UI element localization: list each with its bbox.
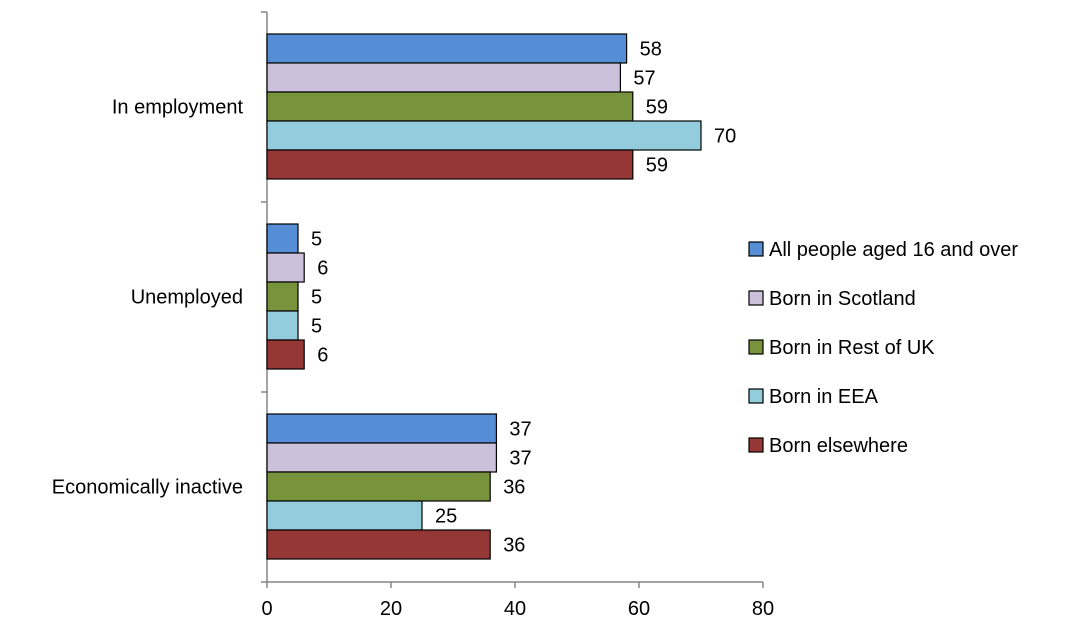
bar	[266, 33, 628, 64]
legend: All people aged 16 and over Born in Scotl…	[748, 239, 1018, 457]
data-label: 57	[633, 68, 655, 90]
data-label: 36	[503, 477, 525, 499]
bar	[266, 281, 299, 312]
data-label: 5	[311, 287, 322, 309]
data-label: 70	[714, 126, 736, 148]
legend-label: Born elsewhere	[769, 435, 908, 457]
x-tick-label: 0	[261, 598, 272, 620]
data-label: 59	[646, 97, 668, 119]
legend-item: Born in Scotland	[748, 288, 916, 310]
legend-swatch	[748, 388, 764, 404]
bar	[266, 413, 497, 444]
legend-label: Born in Rest of UK	[769, 337, 935, 359]
bar	[266, 529, 491, 560]
category-label: Unemployed	[131, 287, 243, 309]
legend-label: All people aged 16 and over	[769, 239, 1018, 261]
data-labels: 58 57 59 70 59 5 6 5 5 6 37 37 36 25 36	[311, 39, 736, 557]
category-label: In employment	[112, 97, 244, 119]
data-label: 37	[509, 448, 531, 470]
bar	[266, 62, 621, 93]
bar	[266, 91, 634, 122]
data-label: 37	[509, 419, 531, 441]
axes: 0 20 40 60 80 In employment Unemployed Economic…	[52, 11, 774, 620]
bar	[266, 223, 299, 254]
x-tick-label: 40	[504, 598, 526, 620]
bars	[266, 33, 702, 560]
bar	[266, 339, 305, 370]
data-label: 6	[317, 258, 328, 280]
x-tick-label: 80	[752, 598, 774, 620]
data-label: 36	[503, 535, 525, 557]
bar	[266, 500, 423, 531]
x-tick-label: 60	[628, 598, 650, 620]
bar	[266, 149, 634, 180]
category-label: Economically inactive	[52, 477, 243, 499]
data-label: 6	[317, 345, 328, 367]
legend-label: Born in Scotland	[769, 288, 916, 310]
data-label: 58	[640, 39, 662, 61]
legend-swatch	[748, 241, 764, 257]
legend-swatch	[748, 437, 764, 453]
legend-swatch	[748, 290, 764, 306]
bar	[266, 120, 702, 151]
legend-item: Born in EEA	[748, 386, 879, 408]
data-label: 25	[435, 506, 457, 528]
bar	[266, 442, 497, 473]
data-label: 59	[646, 155, 668, 177]
bar	[266, 252, 305, 283]
data-label: 5	[311, 229, 322, 251]
legend-label: Born in EEA	[769, 386, 879, 408]
legend-item: Born in Rest of UK	[748, 337, 935, 359]
legend-swatch	[748, 339, 764, 355]
legend-item: All people aged 16 and over	[748, 239, 1018, 261]
x-tick-label: 20	[380, 598, 402, 620]
bar	[266, 310, 299, 341]
bar	[266, 471, 491, 502]
data-label: 5	[311, 316, 322, 338]
legend-item: Born elsewhere	[748, 435, 908, 457]
